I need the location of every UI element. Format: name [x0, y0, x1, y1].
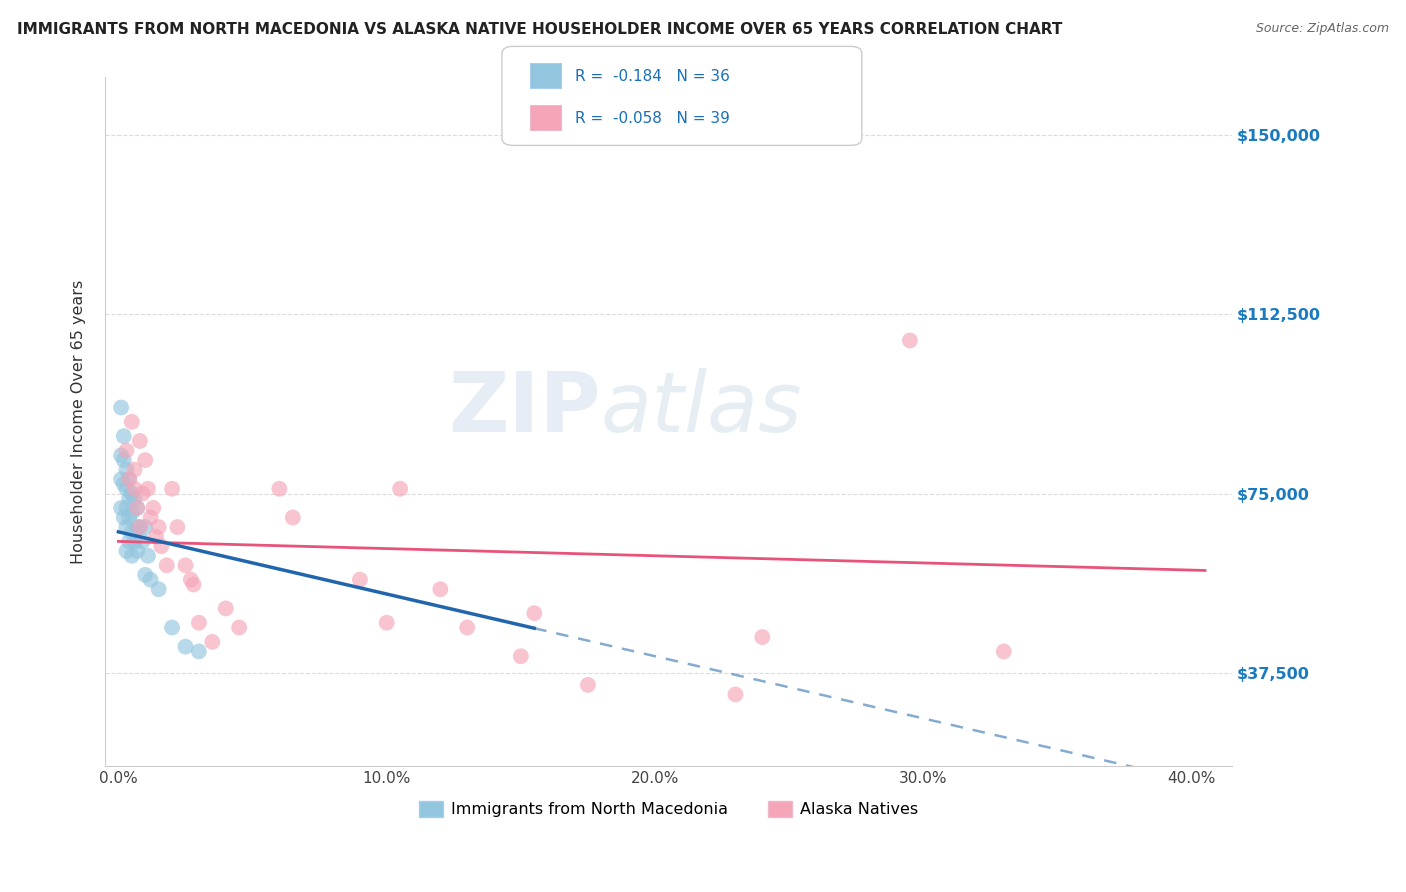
- Point: [150, 539, 173, 553]
- Point: [142, 500, 165, 515]
- Point: [180, 573, 202, 587]
- Point: [148, 520, 170, 534]
- Point: [112, 453, 135, 467]
- Point: [127, 544, 149, 558]
- Point: [115, 463, 138, 477]
- Point: [228, 620, 250, 634]
- Point: [187, 615, 209, 630]
- Point: [349, 573, 371, 587]
- Text: R =  -0.058   N = 39: R = -0.058 N = 39: [575, 111, 730, 126]
- Point: [124, 482, 146, 496]
- Point: [110, 448, 132, 462]
- Point: [131, 486, 153, 500]
- Point: [166, 520, 188, 534]
- Text: ZIP: ZIP: [449, 368, 600, 449]
- Point: [115, 443, 138, 458]
- Point: [429, 582, 451, 597]
- Point: [110, 472, 132, 486]
- Point: [160, 620, 183, 634]
- Point: [751, 630, 773, 644]
- Point: [523, 606, 546, 620]
- Point: [134, 520, 156, 534]
- Point: [724, 688, 747, 702]
- Point: [118, 491, 141, 506]
- Point: [115, 544, 138, 558]
- Point: [121, 549, 143, 563]
- Point: [121, 415, 143, 429]
- Text: R =  -0.184   N = 36: R = -0.184 N = 36: [575, 69, 730, 84]
- Point: [121, 524, 143, 539]
- Text: Source: ZipAtlas.com: Source: ZipAtlas.com: [1256, 22, 1389, 36]
- Point: [128, 434, 150, 448]
- Point: [148, 582, 170, 597]
- Point: [121, 506, 143, 520]
- Point: [174, 558, 197, 573]
- Point: [134, 567, 156, 582]
- Text: atlas: atlas: [600, 368, 803, 449]
- Point: [118, 510, 141, 524]
- Point: [115, 500, 138, 515]
- Point: [110, 401, 132, 415]
- Point: [269, 482, 291, 496]
- Point: [389, 482, 412, 496]
- Point: [898, 334, 921, 348]
- Point: [128, 520, 150, 534]
- Point: [127, 520, 149, 534]
- Point: [993, 644, 1015, 658]
- Legend: Immigrants from North Macedonia, Alaska Natives: Immigrants from North Macedonia, Alaska …: [412, 794, 924, 823]
- Point: [118, 534, 141, 549]
- Point: [174, 640, 197, 654]
- Point: [139, 573, 162, 587]
- Point: [509, 649, 531, 664]
- Point: [156, 558, 179, 573]
- Point: [215, 601, 238, 615]
- Point: [128, 520, 150, 534]
- Point: [112, 429, 135, 443]
- Point: [124, 491, 146, 506]
- Point: [124, 463, 146, 477]
- Point: [121, 486, 143, 500]
- Point: [187, 644, 209, 658]
- Point: [134, 453, 156, 467]
- Point: [115, 520, 138, 534]
- Point: [281, 510, 304, 524]
- Y-axis label: Householder Income Over 65 years: Householder Income Over 65 years: [72, 280, 86, 564]
- Point: [124, 534, 146, 549]
- Point: [115, 482, 138, 496]
- Point: [456, 620, 478, 634]
- Text: IMMIGRANTS FROM NORTH MACEDONIA VS ALASKA NATIVE HOUSEHOLDER INCOME OVER 65 YEAR: IMMIGRANTS FROM NORTH MACEDONIA VS ALASK…: [17, 22, 1063, 37]
- Point: [201, 635, 224, 649]
- Point: [112, 510, 135, 524]
- Point: [139, 510, 162, 524]
- Point: [576, 678, 599, 692]
- Point: [118, 472, 141, 486]
- Point: [118, 472, 141, 486]
- Point: [160, 482, 183, 496]
- Point: [375, 615, 398, 630]
- Point: [131, 534, 153, 549]
- Point: [183, 577, 205, 591]
- Point: [136, 482, 159, 496]
- Point: [145, 530, 167, 544]
- Point: [112, 477, 135, 491]
- Point: [136, 549, 159, 563]
- Point: [110, 500, 132, 515]
- Point: [127, 500, 149, 515]
- Point: [127, 500, 149, 515]
